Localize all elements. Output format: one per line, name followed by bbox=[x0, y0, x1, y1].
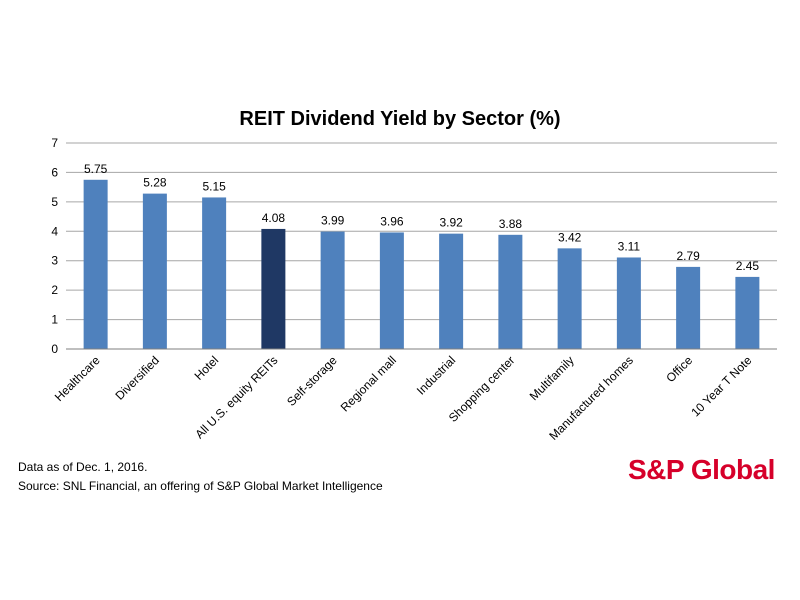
bar bbox=[676, 266, 701, 349]
bar bbox=[616, 257, 641, 349]
y-tick-label: 7 bbox=[51, 136, 58, 150]
bar bbox=[557, 248, 582, 349]
y-tick-label: 0 bbox=[51, 342, 58, 356]
data-label: 3.88 bbox=[499, 217, 523, 231]
bar bbox=[498, 234, 523, 349]
category-label: Diversified bbox=[112, 353, 162, 403]
bar bbox=[142, 193, 167, 349]
category-label: Multifamily bbox=[527, 353, 577, 403]
y-tick-label: 1 bbox=[51, 313, 58, 327]
category-label: Healthcare bbox=[52, 353, 103, 404]
data-labels: 5.75 5.28 5.15 4.08 3.99 3.96 3.92 3.88 3.42 3.11… bbox=[84, 162, 759, 273]
category-label: Regional mall bbox=[338, 353, 399, 414]
data-label: 5.15 bbox=[202, 179, 226, 193]
data-label: 2.45 bbox=[736, 259, 760, 273]
y-tick-label: 3 bbox=[51, 254, 58, 268]
category-label: Office bbox=[663, 353, 695, 385]
category-label: Self-storage bbox=[284, 353, 340, 409]
category-label: Hotel bbox=[192, 353, 222, 383]
source-note: Source: SNL Financial, an offering of S&… bbox=[18, 479, 383, 493]
bar bbox=[379, 232, 404, 349]
y-tick-label: 5 bbox=[51, 195, 58, 209]
data-label: 3.92 bbox=[439, 216, 463, 230]
y-tick-label: 2 bbox=[51, 283, 58, 297]
bar bbox=[439, 233, 464, 349]
category-label: 10 Year T Note bbox=[688, 353, 754, 419]
y-tick-label: 6 bbox=[51, 165, 58, 179]
y-axis-ticks: 0 1 2 3 4 5 6 7 bbox=[51, 136, 58, 356]
bar bbox=[202, 197, 227, 349]
sp-global-logo: S&P Global bbox=[628, 454, 775, 485]
gridlines bbox=[66, 142, 777, 350]
bar bbox=[83, 179, 108, 349]
data-label: 3.11 bbox=[618, 239, 641, 253]
data-label: 3.99 bbox=[321, 214, 345, 228]
y-tick-label: 4 bbox=[51, 224, 58, 238]
data-label: 5.28 bbox=[143, 176, 167, 190]
data-label: 5.75 bbox=[84, 162, 108, 176]
chart-title: REIT Dividend Yield by Sector (%) bbox=[239, 108, 560, 130]
category-label: Industrial bbox=[414, 353, 458, 397]
data-date-note: Data as of Dec. 1, 2016. bbox=[18, 460, 148, 474]
bar bbox=[261, 228, 286, 349]
data-label: 4.08 bbox=[262, 211, 286, 225]
bar bbox=[735, 276, 760, 349]
data-label: 2.79 bbox=[676, 249, 700, 263]
data-label: 3.42 bbox=[558, 230, 582, 244]
bars bbox=[83, 179, 760, 349]
data-label: 3.96 bbox=[380, 214, 404, 228]
bar bbox=[320, 231, 345, 349]
